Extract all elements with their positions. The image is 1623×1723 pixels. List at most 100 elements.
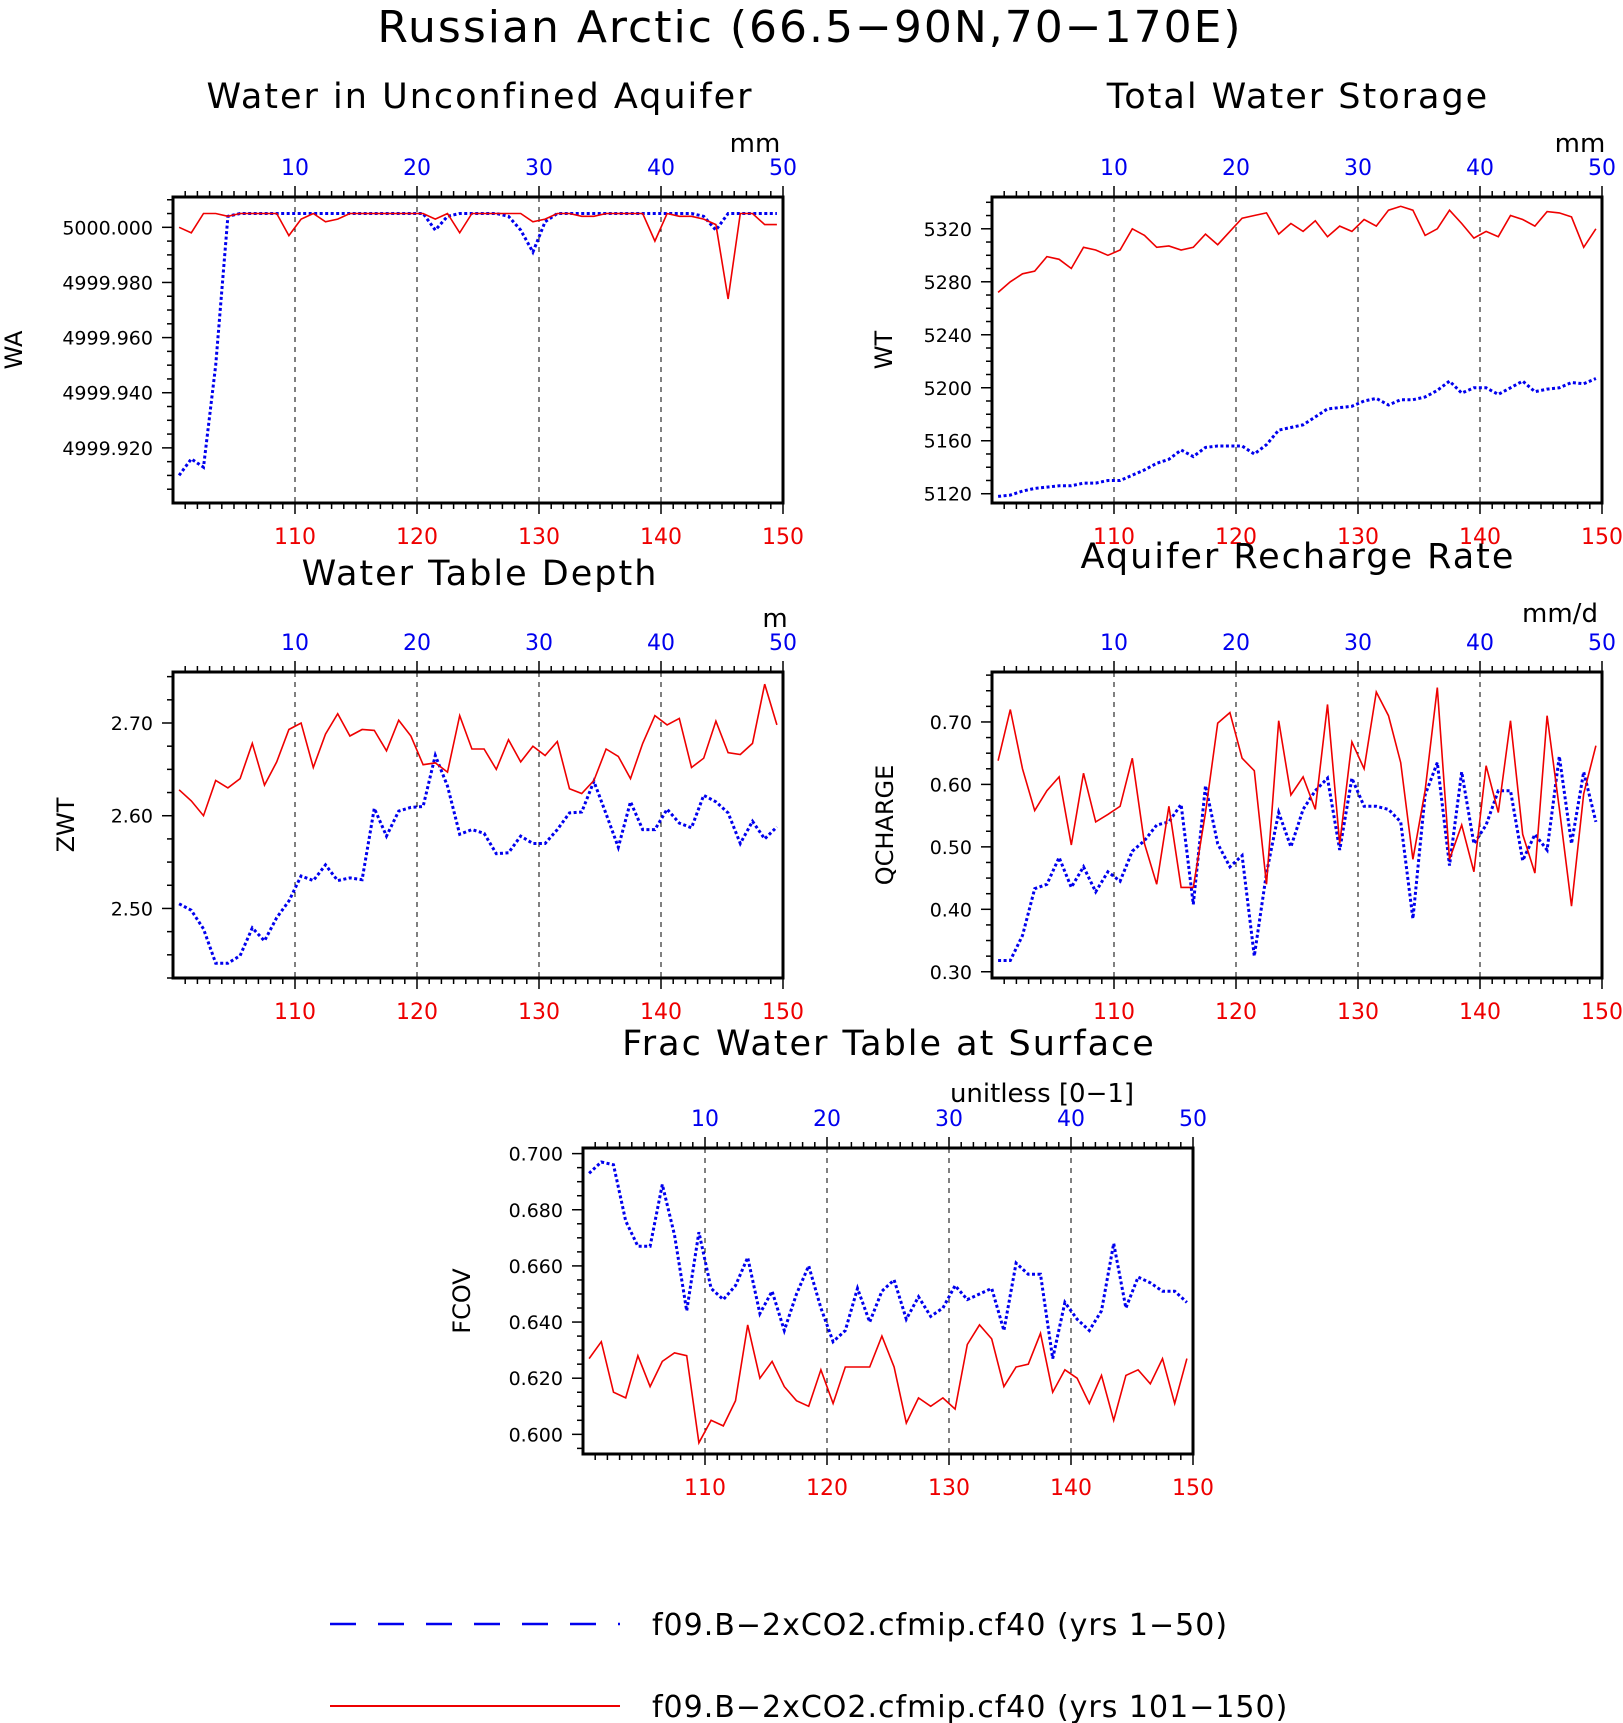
chart-panel-5: Frac Water Table at Surface unitless [0−1…: [448, 1024, 1214, 1501]
x-bottom-tick-label: 150: [1581, 525, 1623, 550]
x-top-tick-label: 20: [1222, 631, 1250, 656]
panel-title: Total Water Storage: [1106, 77, 1489, 117]
x-bottom-tick-label: 130: [518, 525, 560, 550]
y-tick-label: 4999.960: [62, 328, 153, 350]
x-bottom-tick-label: 140: [1459, 1000, 1501, 1025]
x-bottom-tick-label: 120: [396, 1000, 438, 1025]
x-top-tick-label: 40: [1057, 1107, 1085, 1132]
x-bottom-tick-label: 110: [1093, 1000, 1135, 1025]
x-top-tick-label: 20: [813, 1107, 841, 1132]
chart-panel-3: Water Table Depth m ZWT 10 20 30 40 50 110 120 130…: [52, 554, 804, 1025]
x-bottom-tick-label: 120: [1215, 1000, 1257, 1025]
x-top-tick-label: 10: [1100, 631, 1128, 656]
x-bottom-tick-label: 150: [1581, 1000, 1623, 1025]
legend-label-series-b: f09.B−2xCO2.cfmip.cf40 (yrs 101−150): [652, 1690, 1288, 1723]
x-bottom-tick-label: 120: [1215, 525, 1257, 550]
y-tick-label: 4999.920: [62, 438, 153, 460]
plot-frame: [581, 1146, 1195, 1456]
x-top-tick-label: 30: [525, 156, 553, 181]
x-bottom-tick-label: 110: [274, 525, 316, 550]
y-axis-label: ZWT: [52, 797, 80, 852]
y-tick-label: 0.70: [930, 712, 972, 734]
y-axis-label: WT: [870, 330, 898, 369]
chart-panel-2: Total Water Storage mm WT 10 20 30 40 50 110 120 1…: [870, 77, 1623, 550]
x-top-tick-label: 30: [1344, 631, 1372, 656]
x-top-tick-label: 50: [769, 156, 797, 181]
series-line-yrs-101-150: [588, 1323, 1188, 1446]
x-top-tick-label: 20: [403, 156, 431, 181]
x-bottom-tick-label: 140: [640, 525, 682, 550]
y-axis-label: WA: [0, 330, 28, 369]
x-bottom-tick-label: 130: [1337, 1000, 1379, 1025]
y-axis-label: QCHARGE: [871, 765, 899, 886]
x-bottom-tick-label: 110: [274, 1000, 316, 1025]
y-tick-label: 5240: [924, 325, 972, 347]
legend-label-series-a: f09.B−2xCO2.cfmip.cf40 (yrs 1−50): [652, 1608, 1228, 1643]
x-bottom-tick-label: 130: [518, 1000, 560, 1025]
x-top-tick-label: 40: [647, 156, 675, 181]
x-top-tick-label: 10: [281, 156, 309, 181]
plot-frame: [990, 195, 1604, 505]
x-top-tick-label: 40: [1466, 631, 1494, 656]
y-tick-label: 0.700: [509, 1144, 563, 1166]
x-bottom-tick-label: 150: [762, 525, 804, 550]
y-tick-label: 5160: [924, 431, 972, 453]
legend: f09.B−2xCO2.cfmip.cf40 (yrs 1−50) f09.B−…: [330, 1608, 1288, 1723]
x-bottom-tick-label: 140: [640, 1000, 682, 1025]
x-bottom-tick-label: 140: [1050, 1476, 1092, 1501]
units-label: mm: [1555, 129, 1606, 159]
plot-frame: [171, 670, 785, 980]
x-bottom-tick-label: 120: [396, 525, 438, 550]
y-tick-label: 0.50: [930, 837, 972, 859]
x-top-tick-label: 50: [1588, 156, 1616, 181]
y-tick-label: 0.40: [930, 899, 972, 921]
series-line-yrs-1-50: [178, 750, 778, 965]
x-bottom-tick-label: 120: [806, 1476, 848, 1501]
y-tick-label: 0.620: [509, 1368, 563, 1390]
y-tick-label: 0.680: [509, 1200, 563, 1222]
y-tick-label: 4999.940: [62, 383, 153, 405]
panels-group: Water in Unconfined Aquifer mm WA 10 20 30 40 5…: [0, 77, 1623, 1501]
units-label: mm: [730, 129, 781, 159]
y-tick-label: 5120: [924, 484, 972, 506]
x-top-tick-label: 30: [935, 1107, 963, 1132]
plot-frame: [171, 195, 785, 505]
y-axis-label: FCOV: [448, 1268, 476, 1334]
x-top-tick-label: 20: [403, 631, 431, 656]
y-tick-label: 5320: [924, 219, 972, 241]
series-line-yrs-1-50: [997, 377, 1597, 498]
x-top-tick-label: 30: [1344, 156, 1372, 181]
y-tick-label: 0.30: [930, 962, 972, 984]
plot-frame: [990, 670, 1604, 980]
x-bottom-tick-label: 110: [684, 1476, 726, 1501]
panel-title: Water Table Depth: [302, 554, 659, 594]
panel-title: Aquifer Recharge Rate: [1081, 537, 1516, 577]
series-line-yrs-1-50: [998, 756, 1598, 962]
y-tick-label: 5000.000: [62, 217, 153, 239]
series-line-yrs-101-150: [178, 212, 777, 300]
x-bottom-tick-label: 110: [1093, 525, 1135, 550]
x-top-tick-label: 40: [647, 631, 675, 656]
y-tick-label: 2.50: [111, 898, 153, 920]
x-top-tick-label: 10: [281, 631, 309, 656]
units-label: m: [762, 604, 787, 634]
units-label: mm/d: [1522, 599, 1598, 629]
x-top-tick-label: 30: [525, 631, 553, 656]
y-tick-label: 0.660: [509, 1256, 563, 1278]
x-top-tick-label: 40: [1466, 156, 1494, 181]
series-line-yrs-101-150: [997, 687, 1597, 907]
x-top-tick-label: 10: [691, 1107, 719, 1132]
y-tick-label: 2.70: [111, 713, 153, 735]
y-tick-label: 5200: [924, 378, 972, 400]
figure-title: Russian Arctic (66.5−90N,70−170E): [377, 2, 1242, 53]
x-top-tick-label: 10: [1100, 156, 1128, 181]
series-line-yrs-1-50: [588, 1160, 1188, 1359]
y-tick-label: 5280: [924, 272, 972, 294]
x-top-tick-label: 50: [1179, 1107, 1207, 1132]
y-tick-label: 0.60: [930, 774, 972, 796]
x-bottom-tick-label: 140: [1459, 525, 1501, 550]
x-top-tick-label: 20: [1222, 156, 1250, 181]
x-bottom-tick-label: 150: [1172, 1476, 1214, 1501]
